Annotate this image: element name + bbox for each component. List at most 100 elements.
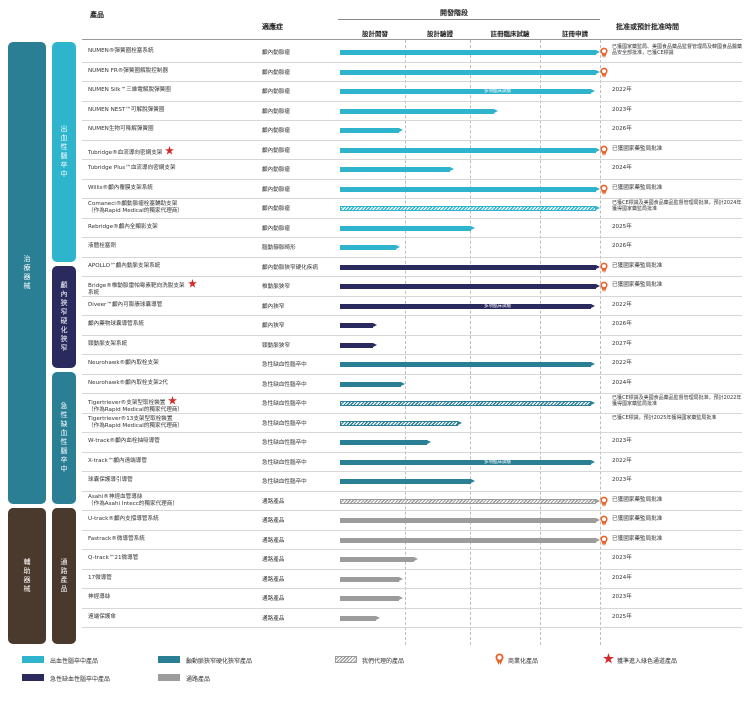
medal-icon bbox=[600, 47, 608, 58]
progress-arrow bbox=[596, 518, 600, 522]
approval-status: 2022年 bbox=[612, 360, 632, 366]
progress-bar bbox=[340, 440, 427, 445]
progress-arrow bbox=[427, 440, 431, 444]
indication: 顱內動脈瘤 bbox=[262, 186, 290, 193]
product-name-line1: NUMEN®彈簧圈栓塞系統 bbox=[88, 48, 154, 54]
progress-arrow bbox=[471, 225, 475, 230]
legend-stripe: 我們代理的產品 bbox=[362, 658, 405, 665]
progress-bar bbox=[340, 420, 458, 426]
row-divider bbox=[82, 432, 742, 433]
product-name: Neurohawk®顱內取栓支架 bbox=[88, 360, 258, 367]
row-divider bbox=[82, 276, 742, 277]
progress-bar bbox=[340, 596, 399, 601]
row-divider bbox=[82, 412, 742, 414]
indication: 腦動靜脈畸形 bbox=[262, 245, 296, 251]
progress-arrow bbox=[596, 498, 600, 503]
approval-status: 已獲國家藥監局批准 bbox=[612, 516, 663, 522]
progress-arrow bbox=[373, 342, 377, 347]
product-name: Tigertriever®13支架型取栓裝置 （作為Rapid Medical的獨… bbox=[88, 416, 258, 430]
progress-bar bbox=[340, 264, 596, 270]
legend-swatch-access bbox=[158, 674, 180, 681]
row-divider bbox=[82, 568, 742, 570]
stage-divider bbox=[405, 40, 406, 645]
medal-icon bbox=[600, 496, 608, 507]
progress-arrow bbox=[596, 284, 600, 288]
header-indication: 適應症 bbox=[262, 23, 283, 31]
progress-bar bbox=[340, 479, 471, 484]
approval-status: 2023年 bbox=[612, 477, 632, 483]
progress-arrow bbox=[596, 537, 600, 542]
product-name-line1: Tubridge®血流導向密網支架 bbox=[88, 149, 163, 156]
indication: 急性缺血性腦卒中 bbox=[262, 381, 307, 388]
indication: 椎動脈狹窄 bbox=[262, 284, 290, 290]
progress-arrow bbox=[396, 245, 400, 249]
progress-arrow bbox=[596, 147, 600, 152]
approval-status: 2022年 bbox=[612, 87, 632, 93]
legend-swatch-ischemic bbox=[158, 656, 180, 663]
indication: 通路產品 bbox=[262, 498, 285, 505]
legend-hemorrhagic: 出血性腦卒中產品 bbox=[50, 658, 99, 665]
product-name-line1: Neurohawk®顱內取栓支架2代 bbox=[88, 379, 168, 386]
product-name: 遠端保護傘 bbox=[88, 614, 258, 621]
progress-arrow bbox=[399, 128, 403, 132]
category-ischemic-label: 急性缺血性腦卒中 bbox=[60, 402, 68, 474]
progress-arrow bbox=[591, 303, 595, 308]
product-name-line1: NUMEN NEST™可解脫彈簧圈 bbox=[88, 106, 165, 113]
medal-icon bbox=[600, 535, 608, 546]
product-name: APOLLO™顱內動脈支架系統 bbox=[88, 263, 258, 270]
medal-icon bbox=[600, 184, 608, 195]
category-treatment-label: 治療器械 bbox=[23, 255, 31, 291]
stage-registration: 註冊申請 bbox=[562, 30, 588, 38]
progress-bar bbox=[340, 323, 373, 328]
product-name: NUMEN NEST™可解脫彈簧圈 bbox=[88, 107, 258, 114]
medal-icon bbox=[600, 145, 608, 156]
indication: 急性缺血性腦卒中 bbox=[262, 459, 307, 466]
clinical-trial-label: 多項臨床試驗 bbox=[484, 303, 511, 309]
product-name-line1: 頸動脈支架系統 bbox=[88, 340, 128, 347]
product-name: Asahi®神經血管導絲 （作為Asahi Intecc的獨家代理商） bbox=[88, 494, 258, 508]
legend-stenosis: 顱動脈狹窄硬化狹窄產品 bbox=[186, 658, 253, 665]
progress-bar bbox=[340, 576, 399, 582]
row-divider bbox=[82, 139, 742, 141]
row-divider bbox=[82, 334, 742, 336]
row-divider bbox=[82, 159, 742, 160]
product-name: Tigertriever®支架型取栓裝置 （作為Rapid Medical的獨家代… bbox=[88, 396, 258, 414]
product-name: U-track®顱內支撐導管系統 bbox=[88, 516, 258, 523]
progress-bar bbox=[340, 342, 373, 348]
progress-arrow bbox=[591, 459, 595, 464]
category-stenosis-label: 顱內狹窄硬化狹窄 bbox=[60, 281, 68, 353]
progress-arrow bbox=[471, 479, 475, 483]
legend-star: 獲準進入綠色通道產品 bbox=[617, 658, 678, 665]
product-name-line1: 顱內藥物球囊導管系統 bbox=[88, 321, 144, 327]
product-name-line1: Neurohawk®顱內取栓支架 bbox=[88, 360, 159, 366]
medal-icon bbox=[600, 67, 608, 78]
product-name-line1: Tubridge Plus™血流導向密網支架 bbox=[88, 165, 176, 171]
progress-arrow bbox=[373, 323, 377, 327]
product-name-line1: 遠端保護傘 bbox=[88, 613, 116, 620]
product-name: W-track®顱內血栓抽吸導管 bbox=[88, 438, 258, 445]
legend-swatch-stripe bbox=[335, 656, 357, 663]
indication: 急性缺血性腦卒中 bbox=[262, 362, 307, 368]
product-name: X-track™顱內遠端導管 bbox=[88, 458, 258, 465]
product-name: 頸動脈支架系統 bbox=[88, 341, 258, 348]
progress-bar bbox=[340, 245, 396, 250]
product-name-line1: Tigertriever®支架型取栓裝置 bbox=[88, 400, 166, 406]
indication: 通路產品 bbox=[262, 557, 285, 563]
row-divider bbox=[82, 61, 742, 63]
approval-status: 2026年 bbox=[612, 321, 632, 327]
product-name: 17微導管 bbox=[88, 575, 258, 582]
clinical-trial-label: 多項臨床試驗 bbox=[484, 89, 511, 94]
progress-arrow bbox=[596, 69, 600, 74]
progress-bar bbox=[340, 89, 591, 94]
product-name-line1: Q-track™21微導管 bbox=[88, 555, 139, 561]
category-ischemic: 急性缺血性腦卒中 bbox=[52, 372, 76, 504]
product-name-line1: Diveer™顱內可膨脹球囊導管 bbox=[88, 301, 163, 308]
row-divider bbox=[82, 373, 742, 375]
dev-stage-underline bbox=[338, 19, 600, 20]
approval-status: 已獲國家藥監局、美國食品藥品監督管理局及韓國食品醫藥品安全部批准，已獲CE標識 bbox=[612, 44, 743, 56]
stage-design-verify: 設計驗證 bbox=[427, 30, 453, 38]
approval-status: 2026年 bbox=[612, 243, 632, 249]
row-divider bbox=[82, 471, 742, 472]
header-divider bbox=[82, 39, 742, 40]
indication: 顱內狹窄 bbox=[262, 323, 285, 329]
